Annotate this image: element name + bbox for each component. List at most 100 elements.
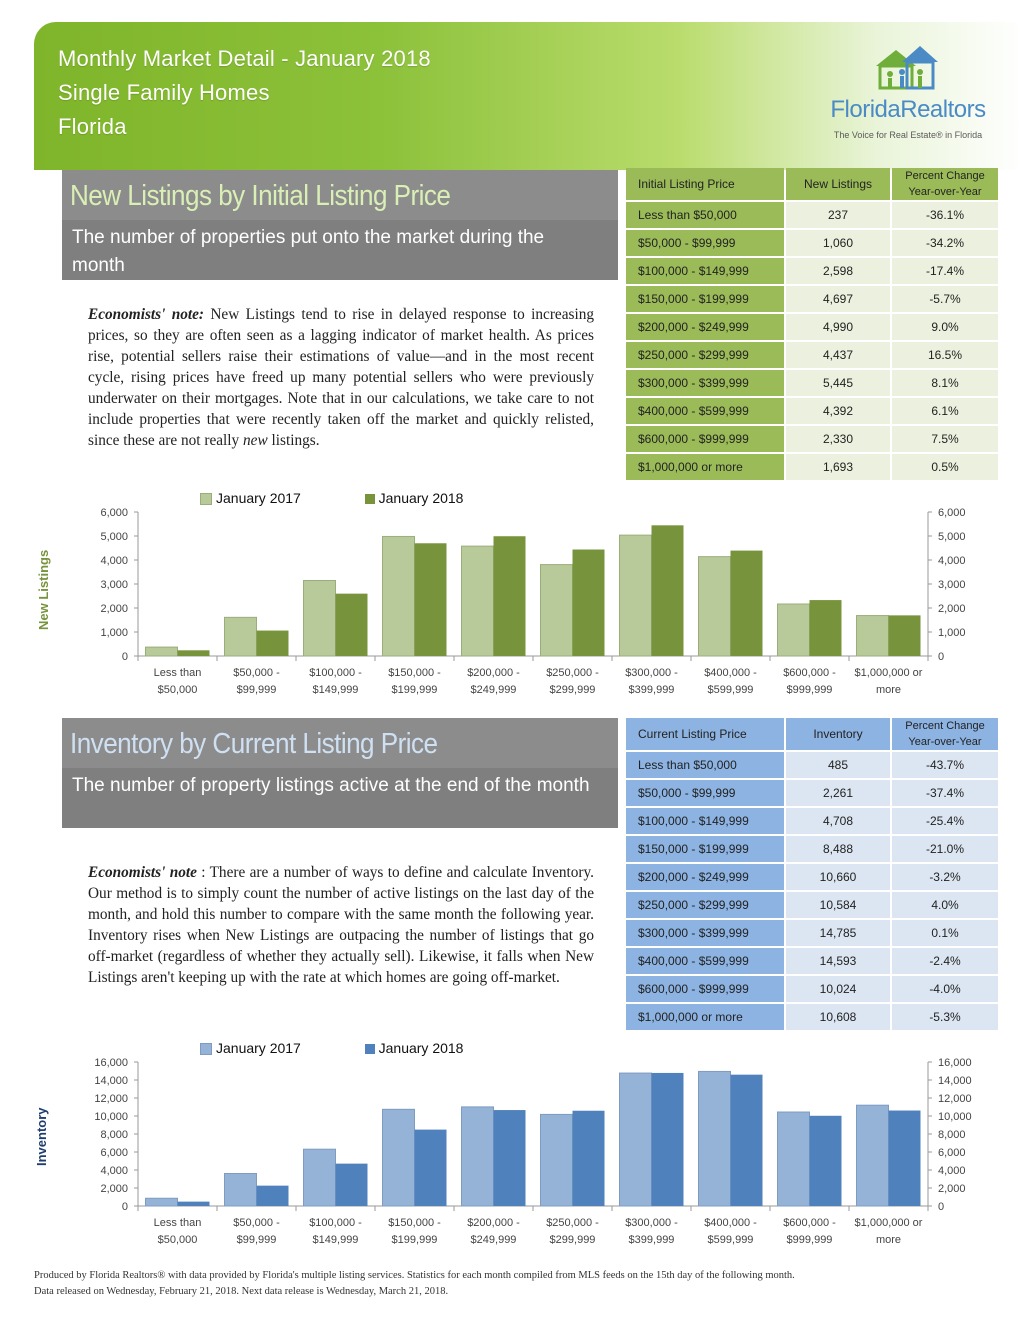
price-range-cell: $600,000 - $999,999 [626, 426, 784, 452]
percent-change-cell: 6.1% [892, 398, 998, 424]
count-cell: 485 [786, 752, 890, 778]
price-range-cell: $300,000 - $399,999 [626, 370, 784, 396]
y-tick-label: 3,000 [100, 579, 128, 591]
bar-jan-2017 [303, 1148, 336, 1207]
bar-jan-2017 [856, 615, 889, 657]
x-tick-label: Less than [154, 1217, 202, 1229]
bar-jan-2017 [224, 616, 257, 657]
table-row: $200,000 - $249,999 10,660 -3.2% [626, 864, 998, 890]
y-tick-label: 6,000 [100, 1147, 128, 1159]
x-tick-label: $50,000 [158, 1234, 198, 1246]
bar-jan-2018 [651, 525, 684, 656]
x-tick-label: $600,000 - [783, 667, 836, 679]
y-tick-label: 0 [122, 1201, 128, 1213]
new-listings-title: New Listings by Initial Listing Price [70, 180, 451, 212]
y-tick-label: 5,000 [100, 531, 128, 543]
table-row: $400,000 - $599,999 14,593 -2.4% [626, 948, 998, 974]
x-tick-label: $250,000 - [546, 667, 599, 679]
count-cell: 2,330 [786, 426, 890, 452]
x-tick-label: more [876, 1234, 901, 1246]
legend-item: January 2018 [364, 490, 463, 506]
inventory-header: Inventory by Current Listing Price The n… [62, 718, 618, 828]
bar-jan-2018 [730, 550, 763, 656]
y-tick-label: 16,000 [94, 1057, 128, 1069]
count-cell: 4,708 [786, 808, 890, 834]
y-tick-label: 14,000 [94, 1075, 128, 1087]
percent-change-cell: 9.0% [892, 314, 998, 340]
bar-jan-2017 [777, 603, 810, 657]
new-listings-subtitle: The number of properties put onto the ma… [72, 227, 545, 276]
bar-jan-2017 [619, 534, 652, 657]
new-listings-note: Economists' note: New Listings tend to r… [88, 306, 594, 449]
percent-change-cell: -5.7% [892, 286, 998, 312]
x-tick-label: $300,000 - [625, 667, 678, 679]
report-property-type: Single Family Homes [58, 80, 270, 105]
percent-change-cell: -25.4% [892, 808, 998, 834]
price-range-cell: $200,000 - $249,999 [626, 314, 784, 340]
count-cell: 4,697 [786, 286, 890, 312]
table-row: $600,000 - $999,999 10,024 -4.0% [626, 976, 998, 1002]
y-tick-label: 6,000 [100, 507, 128, 519]
y-tick-label-right: 8,000 [938, 1129, 966, 1141]
inventory-legend: January 2017 January 2018 [200, 1040, 463, 1056]
x-tick-label: $200,000 - [467, 667, 520, 679]
x-tick-label: $50,000 - [233, 667, 280, 679]
header-banner [34, 22, 1024, 170]
inventory-note: Economists' note : There are a number of… [88, 864, 595, 986]
report-title: Monthly Market Detail - January 2018 [58, 46, 431, 71]
price-range-cell: $50,000 - $99,999 [626, 230, 784, 256]
count-cell: 4,392 [786, 398, 890, 424]
percent-change-cell: -37.4% [892, 780, 998, 806]
price-range-cell: $150,000 - $199,999 [626, 836, 784, 862]
price-range-cell: $400,000 - $599,999 [626, 948, 784, 974]
y-tick-label-right: 14,000 [938, 1075, 972, 1087]
percent-change-cell: 0.5% [892, 454, 998, 480]
x-tick-label: $50,000 - [233, 1217, 280, 1229]
bar-jan-2017 [461, 545, 494, 657]
price-range-cell: $1,000,000 or more [626, 1004, 784, 1030]
price-range-cell: $100,000 - $149,999 [626, 258, 784, 284]
inventory-table: Current Listing Price Inventory Percent … [624, 716, 1000, 1032]
count-cell: 4,990 [786, 314, 890, 340]
table-row: $250,000 - $299,999 4,437 16.5% [626, 342, 998, 368]
table-header-row: Initial Listing Price New Listings Perce… [626, 168, 998, 200]
x-tick-label: $1,000,000 or [855, 667, 923, 679]
x-tick-label: $299,999 [550, 1234, 596, 1246]
table-row: $400,000 - $599,999 4,392 6.1% [626, 398, 998, 424]
percent-change-cell: 0.1% [892, 920, 998, 946]
x-tick-label: Less than [154, 667, 202, 679]
table-row: $600,000 - $999,999 2,330 7.5% [626, 426, 998, 452]
bar-jan-2017 [461, 1106, 494, 1207]
price-range-cell: $1,000,000 or more [626, 454, 784, 480]
x-tick-label: $199,999 [392, 1234, 438, 1246]
count-cell: 10,584 [786, 892, 890, 918]
bar-jan-2018 [809, 600, 842, 656]
x-tick-label: $399,999 [629, 684, 675, 696]
x-tick-label: $400,000 - [704, 667, 757, 679]
count-cell: 10,660 [786, 864, 890, 890]
bar-jan-2018 [809, 1115, 842, 1206]
count-cell: 2,261 [786, 780, 890, 806]
y-tick-label: 0 [122, 651, 128, 663]
percent-change-cell: 16.5% [892, 342, 998, 368]
x-tick-label: $599,999 [708, 684, 754, 696]
report-region: Florida [58, 114, 127, 139]
table-row: Less than $50,000 237 -36.1% [626, 202, 998, 228]
table-row: $150,000 - $199,999 8,488 -21.0% [626, 836, 998, 862]
table-row: $100,000 - $149,999 2,598 -17.4% [626, 258, 998, 284]
bar-jan-2018 [335, 593, 368, 656]
percent-change-cell: -34.2% [892, 230, 998, 256]
x-tick-label: $150,000 - [388, 667, 441, 679]
count-cell: 14,593 [786, 948, 890, 974]
x-tick-label: $149,999 [313, 684, 359, 696]
x-tick-label: $199,999 [392, 684, 438, 696]
bar-jan-2018 [493, 536, 526, 656]
bar-jan-2018 [256, 630, 289, 656]
bar-jan-2017 [145, 1197, 178, 1207]
y-tick-label-right: 6,000 [938, 507, 966, 519]
count-cell: 4,437 [786, 342, 890, 368]
logo-tagline: The Voice for Real Estate® in Florida [833, 130, 983, 140]
florida-realtors-logo: FloridaRealtors The Voice for Real Estat… [818, 40, 998, 150]
price-range-cell: $250,000 - $299,999 [626, 342, 784, 368]
x-tick-label: $400,000 - [704, 1217, 757, 1229]
